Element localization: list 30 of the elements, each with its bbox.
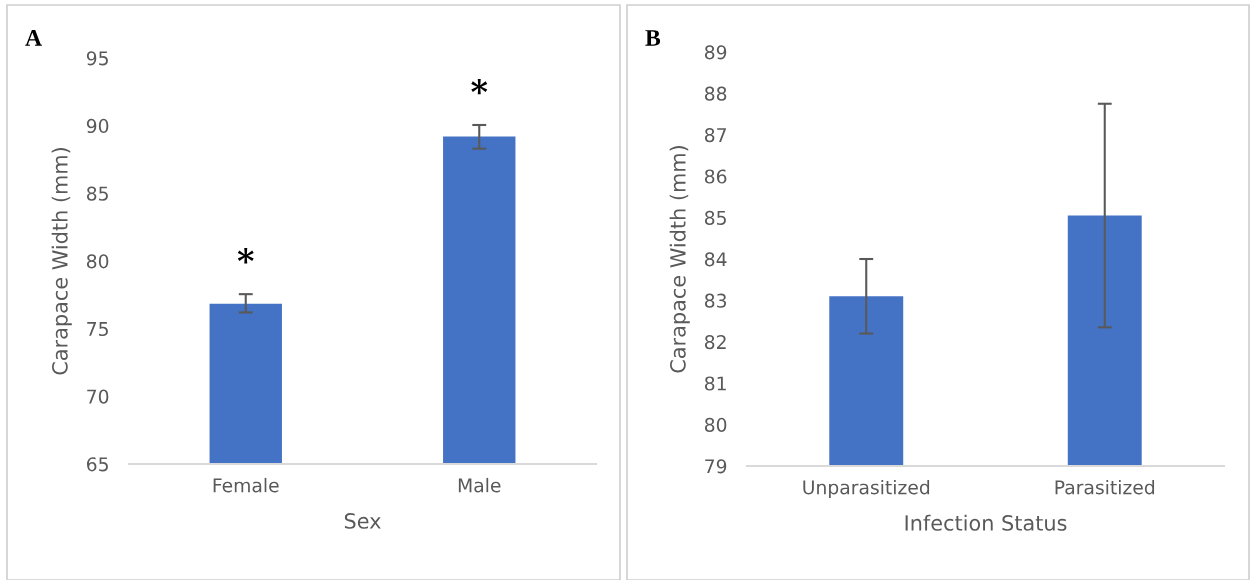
y-tick-label: 90 bbox=[86, 118, 109, 134]
annotation: * bbox=[237, 248, 254, 264]
y-axis-title: Carapace Width (mm) bbox=[669, 146, 690, 373]
y-tick-label: 87 bbox=[704, 128, 726, 143]
y-tick-label: 89 bbox=[704, 45, 727, 60]
x-tick-label: Male bbox=[458, 477, 501, 493]
x-axis-title: Sex bbox=[344, 513, 381, 529]
text: A bbox=[25, 30, 42, 46]
y-tick-label: 70 bbox=[87, 389, 109, 404]
y-tick-label: 80 bbox=[86, 254, 109, 269]
annotation: * bbox=[471, 78, 488, 95]
x-tick-label: Female bbox=[213, 477, 279, 493]
y-tick-label: 84 bbox=[704, 252, 727, 267]
y-tick-label: 75 bbox=[87, 322, 108, 337]
text: B bbox=[645, 30, 661, 46]
y-tick-label: 85 bbox=[704, 210, 726, 225]
y-tick-label: 81 bbox=[704, 376, 726, 391]
y-tick-label: 95 bbox=[86, 51, 108, 66]
x-tick-label: Parasitized bbox=[1055, 479, 1155, 495]
y-tick-label: 79 bbox=[705, 459, 727, 474]
y-tick-label: 86 bbox=[704, 169, 727, 184]
y-tick-label: 82 bbox=[704, 335, 726, 350]
y-tick-label: 88 bbox=[704, 86, 727, 101]
x-axis-title: Infection Status bbox=[905, 514, 1067, 531]
y-tick-label: 65 bbox=[87, 457, 108, 472]
y-tick-label: 83 bbox=[704, 293, 727, 308]
y-tick-label: 85 bbox=[86, 186, 108, 201]
y-tick-label: 80 bbox=[704, 417, 727, 432]
y-axis-title: Carapace Width (mm) bbox=[51, 148, 72, 375]
x-tick-label: Unparasitized bbox=[803, 479, 930, 499]
